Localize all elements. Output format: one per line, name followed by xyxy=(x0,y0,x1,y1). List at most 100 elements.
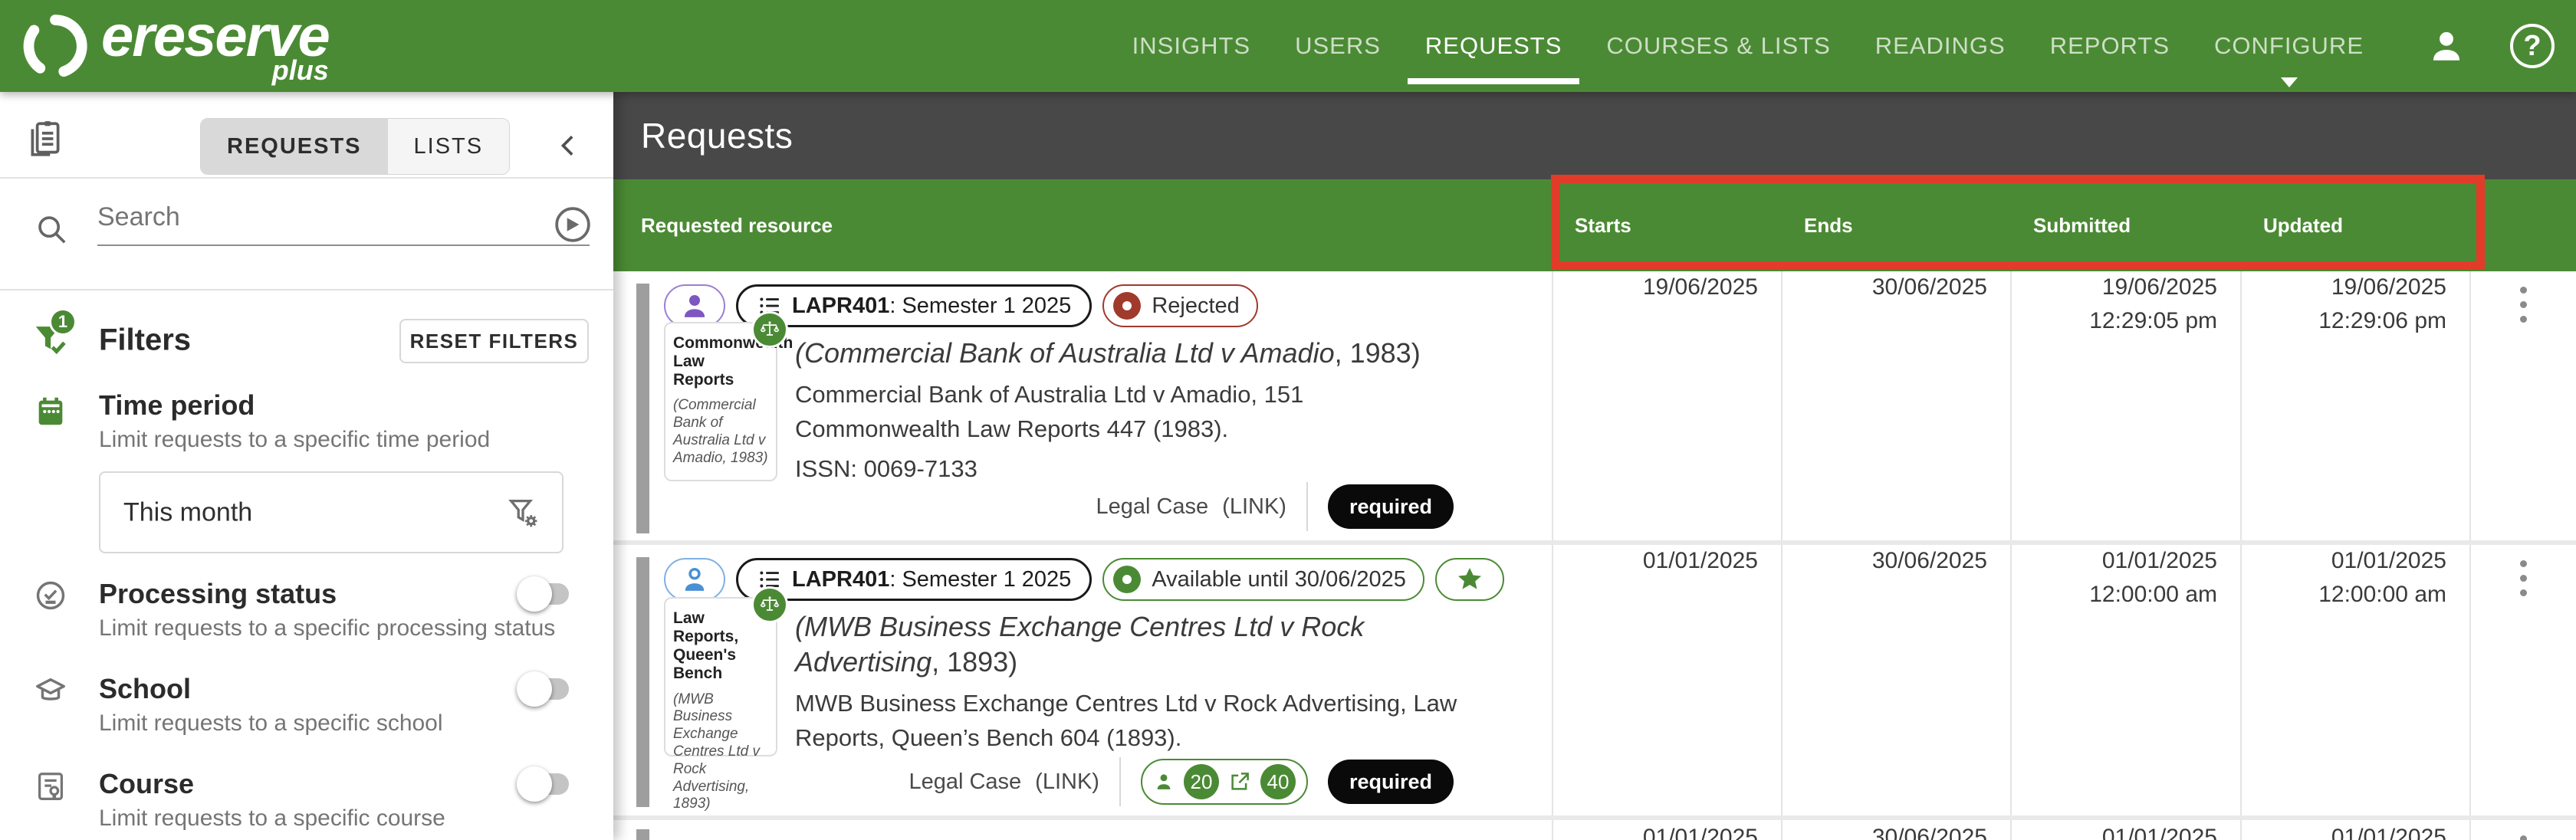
app-header: ereserve plus INSIGHTS USERS REQUESTS CO… xyxy=(0,0,2576,92)
favourite-button[interactable] xyxy=(1434,558,1504,601)
main-panel: Requests Requested resource Starts Ends … xyxy=(613,92,2576,840)
legal-case-badge xyxy=(751,586,788,623)
nav-item-requests-label: REQUESTS xyxy=(1424,32,1562,59)
course-period: : Semester 1 2025 xyxy=(889,566,1072,592)
page-title: Requests xyxy=(641,116,794,156)
updated-time: 12:29:06 pm xyxy=(2318,308,2446,333)
resource-cell: LAPR401: Semester 1 2025 Available until… xyxy=(613,545,1552,815)
row-status-bar xyxy=(636,557,649,807)
resource-thumbnail[interactable]: Commonwealth Law Reports (Commercial Ban… xyxy=(664,311,793,481)
thumbnail-subtitle: (MWB Business Exchange Centres Ltd v Roc… xyxy=(673,691,760,812)
school-description: Limit requests to a specific school xyxy=(99,710,443,736)
submitted-time: 12:29:05 pm xyxy=(2089,308,2217,333)
collapse-sidebar-button[interactable] xyxy=(554,130,584,161)
brand-logo[interactable]: ereserve plus xyxy=(20,4,330,87)
processing-status-label: Processing status xyxy=(99,578,337,609)
time-period-select[interactable]: This month xyxy=(99,471,564,553)
submitted-cell: 01/01/2025 12:00:00 am xyxy=(2010,545,2240,815)
starts-cell: 01/01/2025 xyxy=(1552,820,1781,840)
school-toggle[interactable] xyxy=(517,671,569,707)
help-icon: ? xyxy=(2510,24,2555,68)
starts-cell: 01/01/2025 xyxy=(1552,545,1781,815)
page-header: Requests xyxy=(613,92,2576,179)
course-icon xyxy=(33,769,68,807)
external-link-icon xyxy=(1228,770,1251,793)
processing-status-description: Limit requests to a specific processing … xyxy=(99,615,556,641)
row-menu-button[interactable] xyxy=(2515,282,2532,540)
scales-icon xyxy=(759,319,780,340)
search-submit-button[interactable] xyxy=(554,205,592,244)
processing-status-toggle[interactable] xyxy=(517,576,569,612)
divider xyxy=(0,177,613,179)
sidebar-tab-group: REQUESTS LISTS xyxy=(200,118,511,175)
request-row-partial: 01/01/2025 30/06/2025 01/01/2025 01/01/2… xyxy=(613,820,2576,840)
nav-item-readings[interactable]: READINGS xyxy=(1875,32,2006,59)
user-menu-button[interactable] xyxy=(2427,0,2466,92)
required-badge: required xyxy=(1327,760,1454,804)
nav-item-reports[interactable]: REPORTS xyxy=(2049,32,2170,59)
row-status-bar xyxy=(636,829,649,840)
logo-suffix-text: plus xyxy=(271,54,329,87)
resource-issn: ISSN: 0069-7133 xyxy=(795,455,978,482)
course-toggle[interactable] xyxy=(517,766,569,802)
updated-cell: 01/01/2025 xyxy=(2240,820,2469,840)
link-count-badge: 40 xyxy=(1260,764,1296,799)
table-header: Requested resource Starts Ends Submitted… xyxy=(613,179,2576,271)
resource-cell xyxy=(613,820,1552,840)
resource-type: Legal Case xyxy=(909,769,1022,794)
resource-type-label: Legal Case (LINK) xyxy=(909,769,1099,795)
course-pill[interactable]: LAPR401: Semester 1 2025 xyxy=(736,558,1092,601)
submitted-date: 19/06/2025 xyxy=(2101,274,2217,300)
column-header-starts: Starts xyxy=(1575,213,1631,237)
row-status-bar xyxy=(636,284,649,533)
ends-date: 30/06/2025 xyxy=(1871,825,1987,840)
nav-item-requests[interactable]: REQUESTS xyxy=(1403,0,1585,92)
starts-cell: 19/06/2025 xyxy=(1552,271,1781,540)
calendar-icon xyxy=(33,394,68,429)
nav-item-courses-lists[interactable]: COURSES & LISTS xyxy=(1606,32,1831,59)
scales-icon xyxy=(759,594,780,615)
search-input[interactable] xyxy=(97,202,527,232)
tab-requests[interactable]: REQUESTS xyxy=(201,119,388,174)
filter-icon: 1 xyxy=(31,308,77,360)
divider xyxy=(1119,757,1121,806)
tab-lists[interactable]: LISTS xyxy=(387,119,510,174)
resource-thumbnail[interactable]: Law Reports, Queen's Bench (MWB Business… xyxy=(664,586,788,812)
nav-item-configure[interactable]: CONFIGURE xyxy=(2192,0,2386,92)
column-header-submitted: Submitted xyxy=(2033,213,2131,237)
divider xyxy=(1306,482,1308,531)
star-icon xyxy=(1455,565,1484,594)
resource-title: (Commercial Bank of Australia Ltd v Amad… xyxy=(795,336,1470,371)
nav-item-users[interactable]: USERS xyxy=(1295,32,1381,59)
user-icon xyxy=(2427,27,2466,65)
resource-title: (MWB Business Exchange Centres Ltd v Roc… xyxy=(795,609,1470,680)
starts-date: 19/06/2025 xyxy=(1642,274,1758,300)
resource-footer: Legal Case (LINK) 20 xyxy=(613,757,1552,806)
help-button[interactable]: ? xyxy=(2510,0,2555,92)
row-menu-button[interactable] xyxy=(2515,831,2532,840)
column-header-resource: Requested resource xyxy=(641,213,833,237)
resource-citation: Commercial Bank of Australia Ltd v Amadi… xyxy=(795,381,1304,442)
usage-stats[interactable]: 20 40 xyxy=(1140,759,1308,805)
course-pill[interactable]: LAPR401: Semester 1 2025 xyxy=(736,284,1092,327)
row-menu-button[interactable] xyxy=(2515,556,2532,815)
rejected-status-icon xyxy=(1113,292,1142,320)
logo-brand-text: ereserve xyxy=(101,4,330,69)
status-label: Available until 30/06/2025 xyxy=(1152,566,1406,592)
requester-badge[interactable] xyxy=(664,284,725,327)
reset-filters-button[interactable]: RESET FILTERS xyxy=(399,319,589,363)
updated-date: 01/01/2025 xyxy=(2331,548,2446,573)
status-badge: Available until 30/06/2025 xyxy=(1102,558,1424,601)
person-icon xyxy=(678,290,711,322)
resource-link-type: (LINK) xyxy=(1222,494,1286,519)
resource-title-year: , 1893) xyxy=(932,646,1018,678)
course-code: LAPR401 xyxy=(792,566,890,592)
filter-settings-icon xyxy=(505,495,540,530)
submitted-time: 12:00:00 am xyxy=(2089,582,2217,607)
request-row: LAPR401: Semester 1 2025 Available until… xyxy=(613,545,2576,820)
updated-cell: 01/01/2025 12:00:00 am xyxy=(2240,545,2469,815)
nav-item-insights[interactable]: INSIGHTS xyxy=(1132,32,1251,59)
processing-status-icon xyxy=(33,578,68,613)
status-label: Rejected xyxy=(1152,293,1240,318)
requester-badge[interactable] xyxy=(664,558,725,601)
